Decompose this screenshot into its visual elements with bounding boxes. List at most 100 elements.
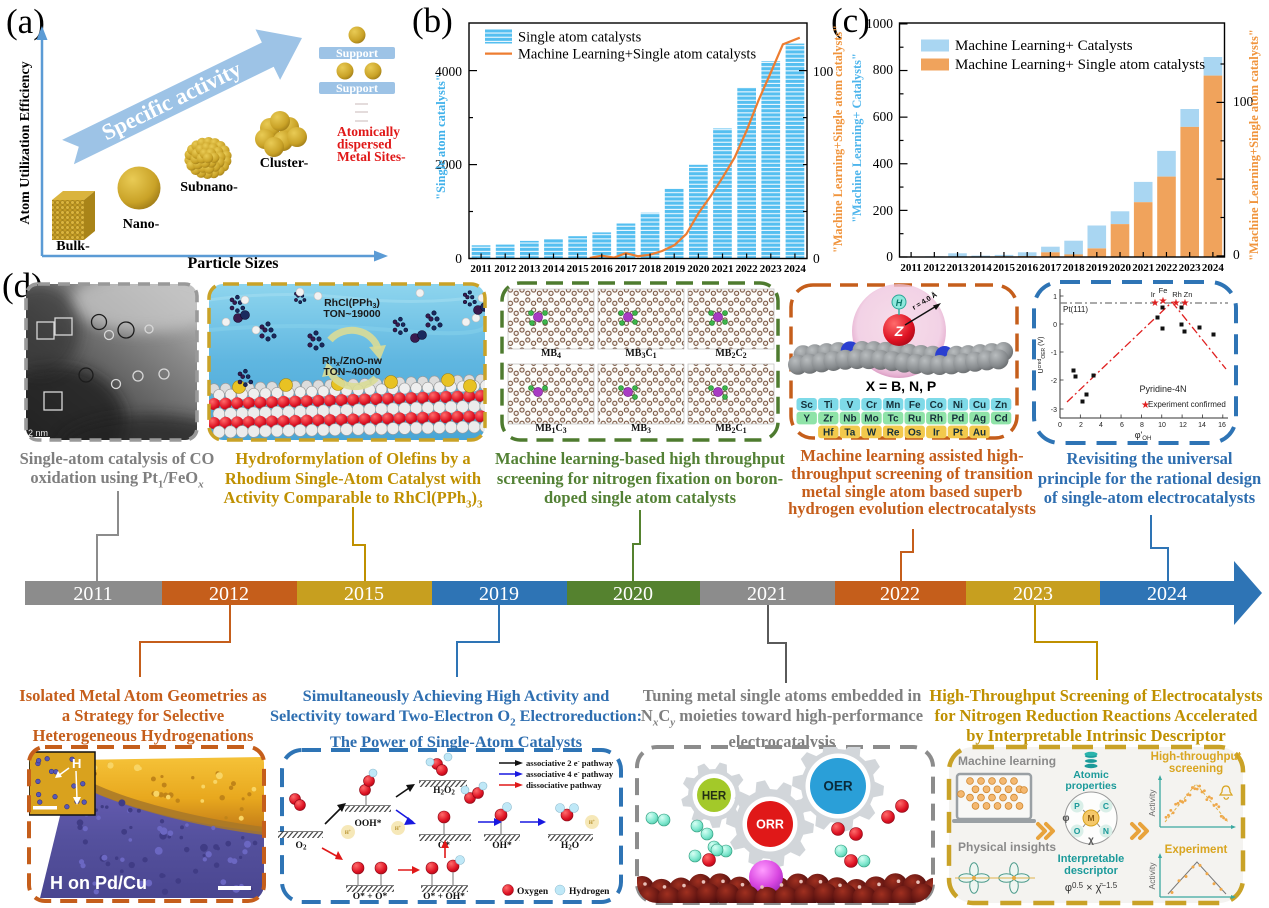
svg-text:Experiment: Experiment [1165, 844, 1228, 856]
svg-text:Ag: Ag [973, 414, 986, 425]
svg-text:Au: Au [973, 427, 986, 438]
svg-text:2019: 2019 [1086, 262, 1109, 274]
svg-text:MB2C2: MB2C2 [715, 348, 746, 360]
svg-text:Hf: Hf [823, 427, 834, 438]
svg-text:0: 0 [886, 249, 893, 264]
svg-text:Cd: Cd [994, 414, 1007, 425]
svg-text:Experiment confirmed: Experiment confirmed [1148, 400, 1226, 409]
svg-text:Ti: Ti [824, 400, 833, 411]
svg-text:Sc: Sc [801, 400, 814, 411]
svg-text:TON~19000: TON~19000 [323, 308, 380, 320]
svg-text:2021: 2021 [712, 263, 734, 275]
svg-text:600: 600 [873, 109, 894, 124]
svg-text:φ: φ [1062, 813, 1069, 824]
svg-text:Zr: Zr [823, 414, 833, 425]
svg-text:Cr: Cr [866, 400, 877, 411]
svg-text:UcredOER (V): UcredOER (V) [1037, 337, 1047, 374]
svg-text:2014: 2014 [970, 262, 993, 274]
svg-text:Fe: Fe [1159, 286, 1168, 295]
svg-text:200: 200 [873, 203, 894, 218]
svg-text:2015: 2015 [993, 262, 1016, 274]
svg-text:H+: H+ [345, 828, 352, 836]
svg-text:"Machine Learning+Single atom: "Machine Learning+Single atom catalysts" [1247, 29, 1261, 261]
svg-text:100: 100 [1233, 94, 1254, 109]
svg-text:Particle Sizes: Particle Sizes [187, 255, 278, 272]
svg-text:2023: 2023 [760, 263, 783, 275]
svg-text:H2O2: H2O2 [433, 786, 455, 797]
svg-text:associative 2 e- pathway: associative 2 e- pathway [526, 758, 614, 768]
svg-text:MB3C1: MB3C1 [625, 348, 656, 360]
svg-text:2024: 2024 [1202, 262, 1225, 274]
svg-text:★: ★ [1141, 400, 1150, 411]
svg-text:Support: Support [336, 81, 378, 95]
svg-text:Zn: Zn [1184, 290, 1193, 299]
svg-text:Y: Y [803, 414, 810, 425]
svg-text:MB4: MB4 [541, 348, 561, 360]
svg-text:Oxygen: Oxygen [517, 887, 549, 897]
svg-text:2024: 2024 [1147, 583, 1187, 605]
svg-text:2016: 2016 [1016, 262, 1039, 274]
svg-text:Specific activity: Specific activity [98, 56, 246, 145]
svg-text:4: 4 [1099, 422, 1103, 429]
svg-text:2022: 2022 [736, 263, 759, 275]
svg-text:2021: 2021 [1132, 262, 1154, 274]
svg-text:Machine Learning+ Catalysts: Machine Learning+ Catalysts [955, 38, 1133, 54]
svg-text:2018: 2018 [1063, 262, 1086, 274]
svg-text:Ta: Ta [844, 427, 855, 438]
svg-text:2019: 2019 [663, 263, 686, 275]
svg-text:Metal Sites-: Metal Sites- [337, 149, 406, 164]
svg-text:2012: 2012 [209, 583, 249, 605]
svg-text:H: H [896, 298, 903, 308]
svg-text:8: 8 [1140, 422, 1144, 429]
svg-text:dispersed: dispersed [337, 137, 392, 152]
svg-text:Machine Learning+ Single atom: Machine Learning+ Single atom catalysts [955, 57, 1205, 73]
svg-text:2011: 2011 [73, 583, 112, 605]
svg-text:Cu: Cu [973, 400, 986, 411]
svg-text:N: N [1103, 826, 1109, 836]
svg-text:Fe: Fe [909, 400, 921, 411]
svg-text:Co: Co [930, 400, 943, 411]
svg-text:HER: HER [702, 791, 727, 803]
svg-text:Atomic: Atomic [1073, 769, 1109, 781]
svg-text:"Machine Learning+ Catalysts": "Machine Learning+ Catalysts" [850, 53, 864, 223]
svg-text:2011: 2011 [900, 262, 921, 274]
svg-text:Pt(111): Pt(111) [1063, 305, 1088, 314]
svg-text:2: 2 [1079, 422, 1083, 429]
svg-text:Interpretable: Interpretable [1058, 853, 1125, 865]
svg-text:2022: 2022 [1155, 262, 1178, 274]
svg-text:2000: 2000 [435, 157, 462, 172]
svg-text:Mn: Mn [886, 400, 900, 411]
svg-text:14: 14 [1198, 422, 1206, 429]
svg-text:Ru: Ru [908, 414, 921, 425]
svg-text:2020: 2020 [613, 583, 653, 605]
svg-text:ORR: ORR [756, 818, 784, 832]
svg-text:2011: 2011 [470, 263, 491, 275]
svg-text:Ir: Ir [1151, 290, 1156, 299]
svg-text:Physical insights: Physical insights [958, 840, 1056, 854]
svg-text:★: ★ [1151, 298, 1160, 309]
svg-text:H+: H+ [589, 818, 596, 826]
svg-text:2015: 2015 [567, 263, 590, 275]
svg-text:Ir: Ir [933, 427, 940, 438]
svg-text:16: 16 [1218, 422, 1226, 429]
svg-text:2013: 2013 [947, 262, 970, 274]
svg-text:OER: OER [823, 779, 853, 794]
svg-text:descriptor: descriptor [1064, 865, 1119, 877]
svg-text:2013: 2013 [518, 263, 541, 275]
svg-text:Support: Support [336, 46, 378, 60]
svg-text:MB3: MB3 [631, 423, 651, 435]
svg-text:Subnano-: Subnano- [180, 180, 238, 195]
svg-text:Atom Utilization Efficiency: Atom Utilization Efficiency [18, 61, 33, 224]
svg-text:O: O [1074, 826, 1081, 836]
svg-text:O* + OH*: O* + OH* [423, 892, 465, 902]
svg-text:2016: 2016 [591, 263, 614, 275]
svg-text:H: H [72, 756, 81, 771]
svg-text:12: 12 [1179, 422, 1187, 429]
svg-text:2012: 2012 [923, 262, 946, 274]
svg-text:2020: 2020 [687, 263, 710, 275]
svg-text:★: ★ [1159, 296, 1168, 307]
svg-text:1000: 1000 [866, 16, 893, 31]
svg-text:O* + O*: O* + O* [353, 892, 388, 902]
svg-text:Rhx/ZnO-nw: Rhx/ZnO-nw [322, 355, 383, 368]
svg-text:MB1C3: MB1C3 [535, 423, 566, 435]
